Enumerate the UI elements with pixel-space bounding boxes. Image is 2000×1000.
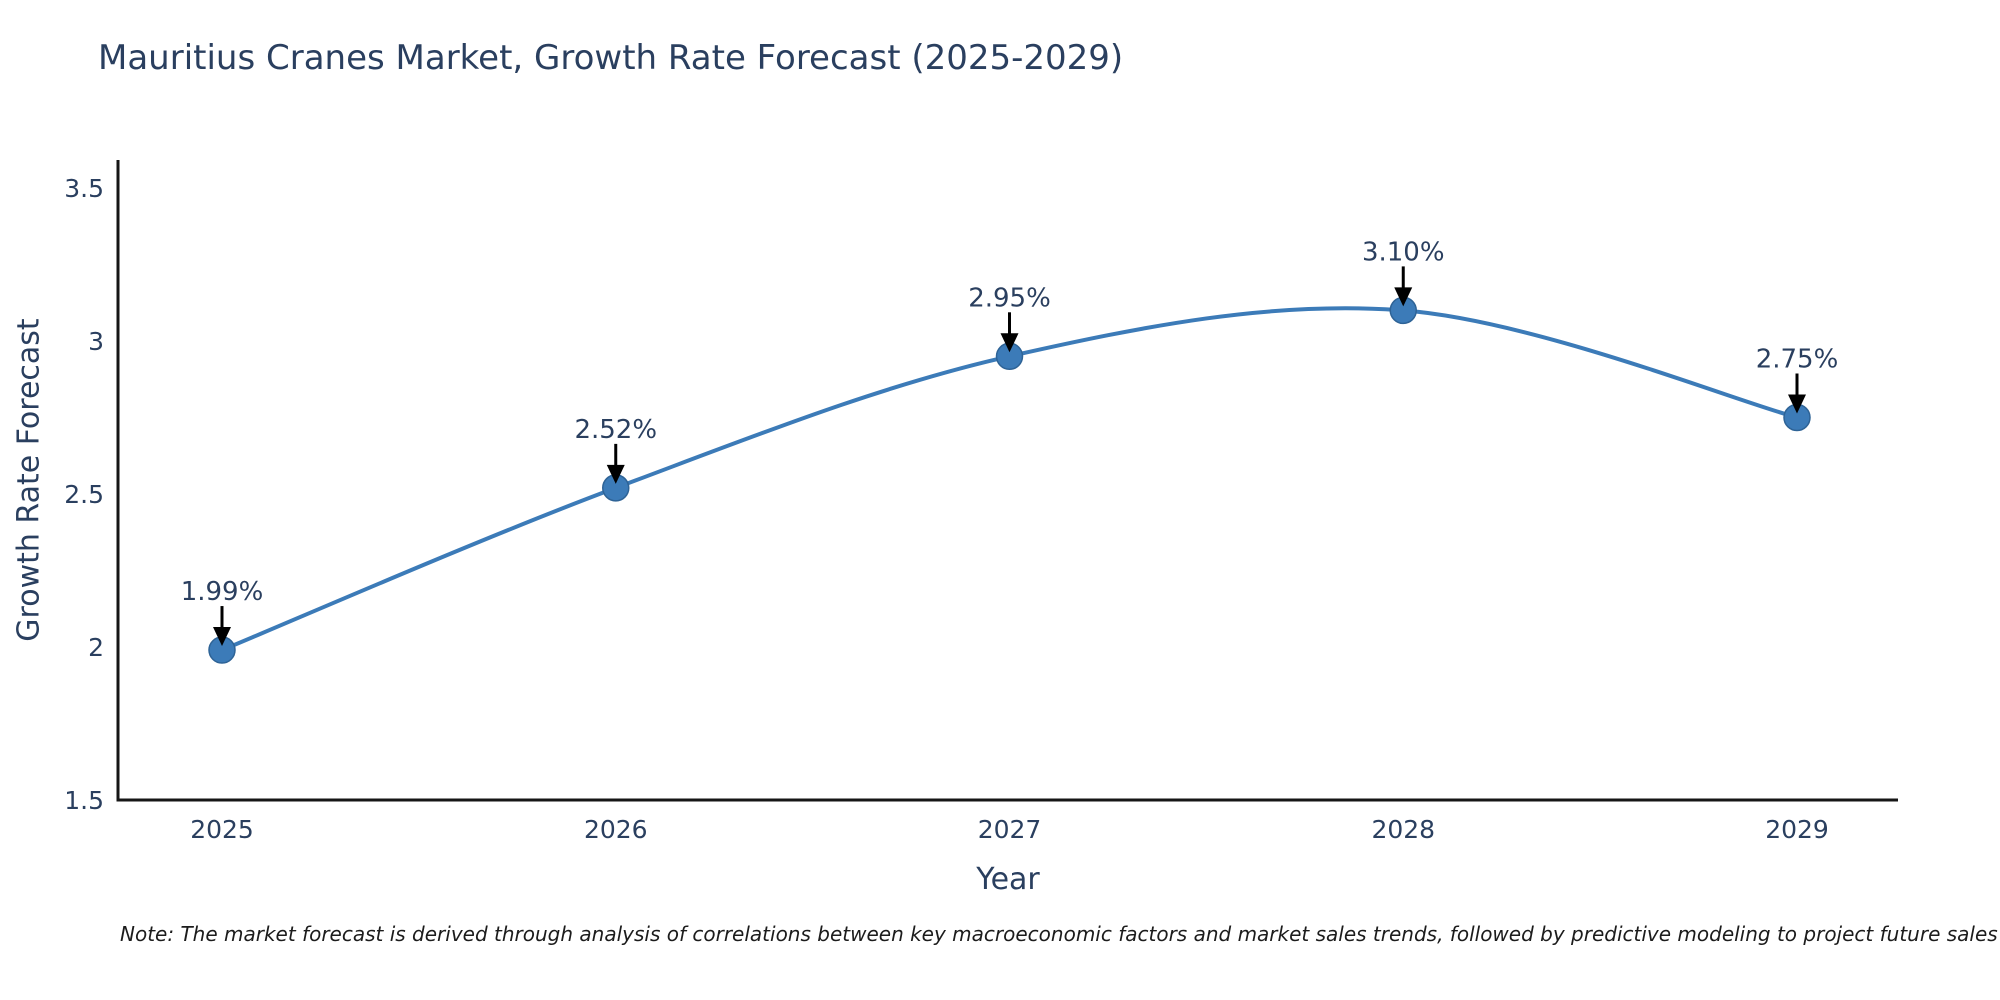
x-tick-label: 2029 bbox=[1765, 815, 1829, 844]
annotation-label: 2.75% bbox=[1756, 345, 1839, 375]
annotation-arrowhead-icon bbox=[606, 464, 625, 484]
annotation-arrowhead-icon bbox=[1000, 333, 1019, 353]
x-tick-label: 2028 bbox=[1371, 815, 1435, 844]
annotation-label: 3.10% bbox=[1362, 237, 1445, 267]
annotation-label: 2.52% bbox=[574, 415, 657, 445]
footnote-text: Note: The market forecast is derived thr… bbox=[120, 922, 1998, 946]
x-axis-title: Year bbox=[976, 862, 1040, 897]
x-tick-label: 2025 bbox=[190, 815, 254, 844]
y-tick-label: 3.5 bbox=[64, 174, 104, 203]
chart-title: Mauritius Cranes Market, Growth Rate For… bbox=[98, 38, 1124, 78]
y-tick-label: 1.5 bbox=[64, 786, 104, 815]
annotation-arrowhead-icon bbox=[213, 627, 231, 647]
y-tick-label: 3 bbox=[88, 327, 104, 356]
annotation-arrowhead-icon bbox=[1394, 287, 1413, 307]
x-tick-label: 2027 bbox=[978, 815, 1042, 844]
x-tick-label: 2026 bbox=[584, 815, 648, 844]
annotation-arrowhead-icon bbox=[1788, 394, 1806, 414]
y-tick-label: 2.5 bbox=[64, 480, 104, 509]
annotation-label: 2.95% bbox=[968, 283, 1051, 313]
y-tick-label: 2 bbox=[88, 633, 104, 662]
annotation-label: 1.99% bbox=[181, 577, 264, 607]
